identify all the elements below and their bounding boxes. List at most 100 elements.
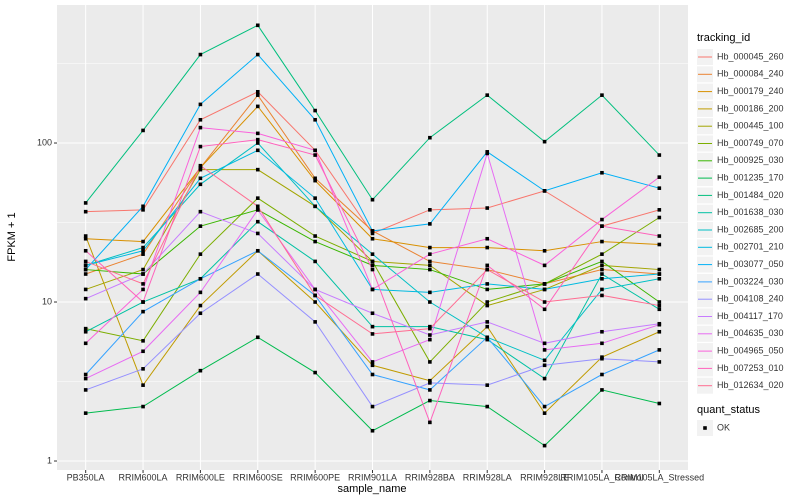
x-tick-label: RRIM600SE — [233, 472, 283, 482]
data-point — [600, 341, 604, 346]
data-point — [255, 93, 260, 97]
data-point — [83, 248, 88, 253]
x-tick-label: RRIM600LA — [119, 472, 168, 482]
legend-label: Hb_004108_240 — [717, 294, 784, 304]
data-point — [370, 259, 375, 264]
legend-label: Hb_000045_260 — [717, 51, 784, 61]
y-axis-title: FPKM + 1 — [6, 212, 18, 261]
data-point — [657, 322, 662, 327]
data-point — [600, 276, 604, 281]
data-point — [255, 167, 260, 172]
data-point — [141, 300, 145, 304]
data-point — [485, 263, 490, 268]
data-point — [313, 300, 317, 304]
data-point — [370, 324, 375, 329]
data-point — [83, 259, 88, 264]
data-point — [600, 372, 604, 377]
data-point — [255, 204, 260, 209]
data-point — [428, 259, 432, 264]
data-point — [313, 293, 317, 298]
data-point — [657, 360, 662, 364]
data-point — [485, 245, 490, 250]
data-point — [198, 176, 203, 181]
data-point — [198, 224, 203, 228]
data-point — [255, 335, 260, 340]
data-point — [83, 376, 88, 381]
data-point — [141, 204, 145, 209]
data-point — [485, 337, 490, 342]
data-point — [198, 290, 203, 295]
data-point — [83, 263, 88, 268]
data-point — [657, 329, 662, 334]
data-point — [198, 117, 203, 122]
data-point — [600, 224, 604, 228]
data-point — [83, 234, 88, 238]
data-point — [313, 153, 317, 157]
data-point — [657, 153, 662, 157]
data-point — [313, 178, 317, 183]
data-point — [657, 215, 662, 220]
data-point — [198, 368, 203, 373]
data-point — [141, 252, 145, 256]
legend-title: tracking_id — [697, 32, 750, 44]
data-point — [542, 411, 547, 415]
data-point — [255, 131, 260, 136]
data-point — [370, 229, 375, 233]
data-point — [542, 300, 547, 304]
data-point — [141, 367, 145, 371]
data-point — [657, 242, 662, 247]
data-point — [83, 209, 88, 214]
data-point — [428, 360, 432, 364]
data-point — [600, 252, 604, 256]
data-point — [485, 324, 490, 329]
data-point — [542, 358, 547, 363]
legend-label: Hb_007253_010 — [717, 363, 784, 373]
data-point — [313, 196, 317, 200]
data-point — [542, 282, 547, 286]
data-point — [198, 182, 203, 187]
data-point — [657, 300, 662, 304]
y-tick-label: 10 — [42, 296, 52, 306]
data-point — [600, 267, 604, 272]
data-point — [485, 267, 490, 272]
legend-title: quant_status — [697, 404, 760, 416]
x-axis-title: sample_name — [337, 483, 406, 495]
data-point — [542, 363, 547, 368]
legend-label: Hb_000445_100 — [717, 121, 784, 131]
data-point — [255, 208, 260, 212]
data-point — [83, 201, 88, 205]
data-point — [485, 287, 490, 292]
legend-label: Hb_000179_240 — [717, 86, 784, 96]
data-point — [485, 300, 490, 304]
data-point — [198, 165, 203, 170]
data-point — [600, 329, 604, 334]
data-point — [428, 222, 432, 226]
data-point — [313, 239, 317, 244]
legend-label: Hb_000186_200 — [717, 103, 784, 113]
legend-label: Hb_000084_240 — [717, 69, 784, 79]
data-point — [657, 186, 662, 190]
data-point — [428, 388, 432, 392]
data-point — [141, 309, 145, 314]
data-point — [313, 204, 317, 209]
data-point — [83, 388, 88, 392]
data-point — [428, 324, 432, 329]
legend-label: Hb_004965_050 — [717, 345, 784, 355]
data-point — [542, 341, 547, 346]
data-point — [657, 307, 662, 312]
x-tick-label: RRIM928LE — [520, 472, 569, 482]
data-point — [198, 52, 203, 57]
data-point — [198, 303, 203, 308]
data-point — [428, 267, 432, 272]
legend-label: Hb_001484_020 — [717, 190, 784, 200]
data-point — [141, 404, 145, 409]
data-point — [198, 252, 203, 256]
data-point — [657, 401, 662, 406]
data-point — [657, 208, 662, 212]
data-point — [141, 349, 145, 354]
data-point — [600, 272, 604, 276]
legend-label: Hb_002701_210 — [717, 242, 784, 252]
legend-label: OK — [717, 422, 730, 432]
data-point — [370, 252, 375, 256]
legend-label: Hb_001638_030 — [717, 207, 784, 217]
